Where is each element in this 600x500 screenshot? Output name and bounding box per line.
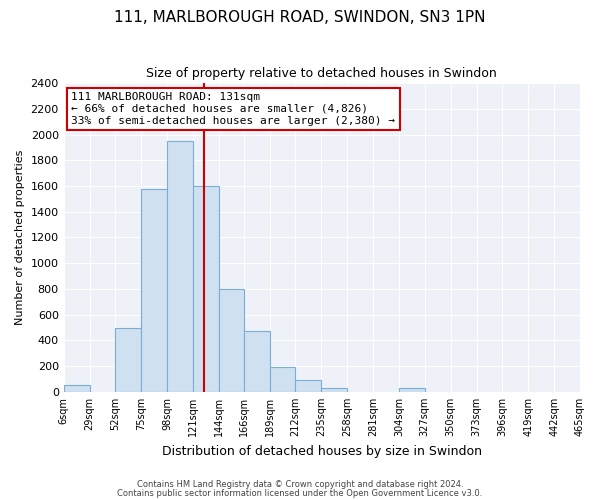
Bar [321,388,347,392]
Text: 111 MARLBOROUGH ROAD: 131sqm
← 66% of detached houses are smaller (4,826)
33% of: 111 MARLBOROUGH ROAD: 131sqm ← 66% of de… [71,92,395,126]
Text: Contains public sector information licensed under the Open Government Licence v3: Contains public sector information licen… [118,488,482,498]
Bar [269,368,295,392]
Text: Contains HM Land Registry data © Crown copyright and database right 2024.: Contains HM Land Registry data © Crown c… [137,480,463,489]
Bar [64,386,89,392]
Text: 111, MARLBOROUGH ROAD, SWINDON, SN3 1PN: 111, MARLBOROUGH ROAD, SWINDON, SN3 1PN [114,10,486,25]
Bar [244,331,269,392]
Bar [219,289,244,392]
Bar [399,388,425,392]
Y-axis label: Number of detached properties: Number of detached properties [15,150,25,325]
Bar [141,189,167,392]
Bar [115,328,141,392]
Bar [193,186,219,392]
X-axis label: Distribution of detached houses by size in Swindon: Distribution of detached houses by size … [162,444,482,458]
Bar [167,141,193,392]
Title: Size of property relative to detached houses in Swindon: Size of property relative to detached ho… [146,68,497,80]
Bar [295,380,321,392]
